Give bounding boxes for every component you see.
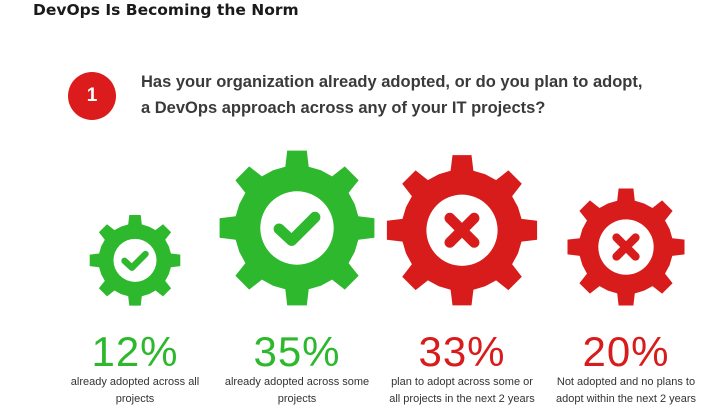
category-label-line-2: adopt within the next 2 years: [555, 393, 697, 405]
question-line-1: Has your organization already adopted, o…: [141, 73, 643, 91]
gear-mark-4: [567, 188, 685, 306]
category-label-line-2: projects: [115, 393, 155, 405]
category-label-line-1: already adopted across all: [70, 376, 200, 388]
category-label-line-1: plan to adopt across some or: [391, 376, 533, 388]
value-label-1: 12%: [91, 328, 179, 375]
category-label-line-2: projects: [277, 393, 317, 405]
category-label-2: already adopted across some projects: [212, 374, 382, 408]
category-label-3: plan to adopt across some or all projects…: [377, 374, 547, 408]
category-label-1: already adopted across all projects: [50, 374, 220, 408]
value-label-3: 33%: [418, 328, 506, 375]
value-label-4: 20%: [582, 328, 670, 375]
survey-question: Has your organization already adopted, o…: [141, 69, 661, 121]
value-label-2: 35%: [253, 328, 341, 375]
question-number-badge: 1: [68, 72, 116, 120]
gear-mark-1: [89, 215, 181, 306]
question-line-2: a DevOps approach across any of your IT …: [141, 99, 546, 117]
check-icon: [121, 250, 149, 271]
x-icon: [444, 212, 480, 248]
x-icon: [612, 233, 640, 261]
category-label-line-2: all projects in the next 2 years: [389, 393, 535, 405]
category-label-4: Not adopted and no plans to adopt within …: [541, 374, 708, 408]
page-title: DevOps Is Becoming the Norm: [33, 1, 299, 19]
gear-mark-3: [386, 155, 538, 306]
category-label-line-1: Not adopted and no plans to: [556, 376, 696, 388]
category-label-line-1: already adopted across some: [224, 376, 370, 388]
gear-mark-2: [219, 150, 375, 306]
check-icon: [273, 211, 321, 247]
